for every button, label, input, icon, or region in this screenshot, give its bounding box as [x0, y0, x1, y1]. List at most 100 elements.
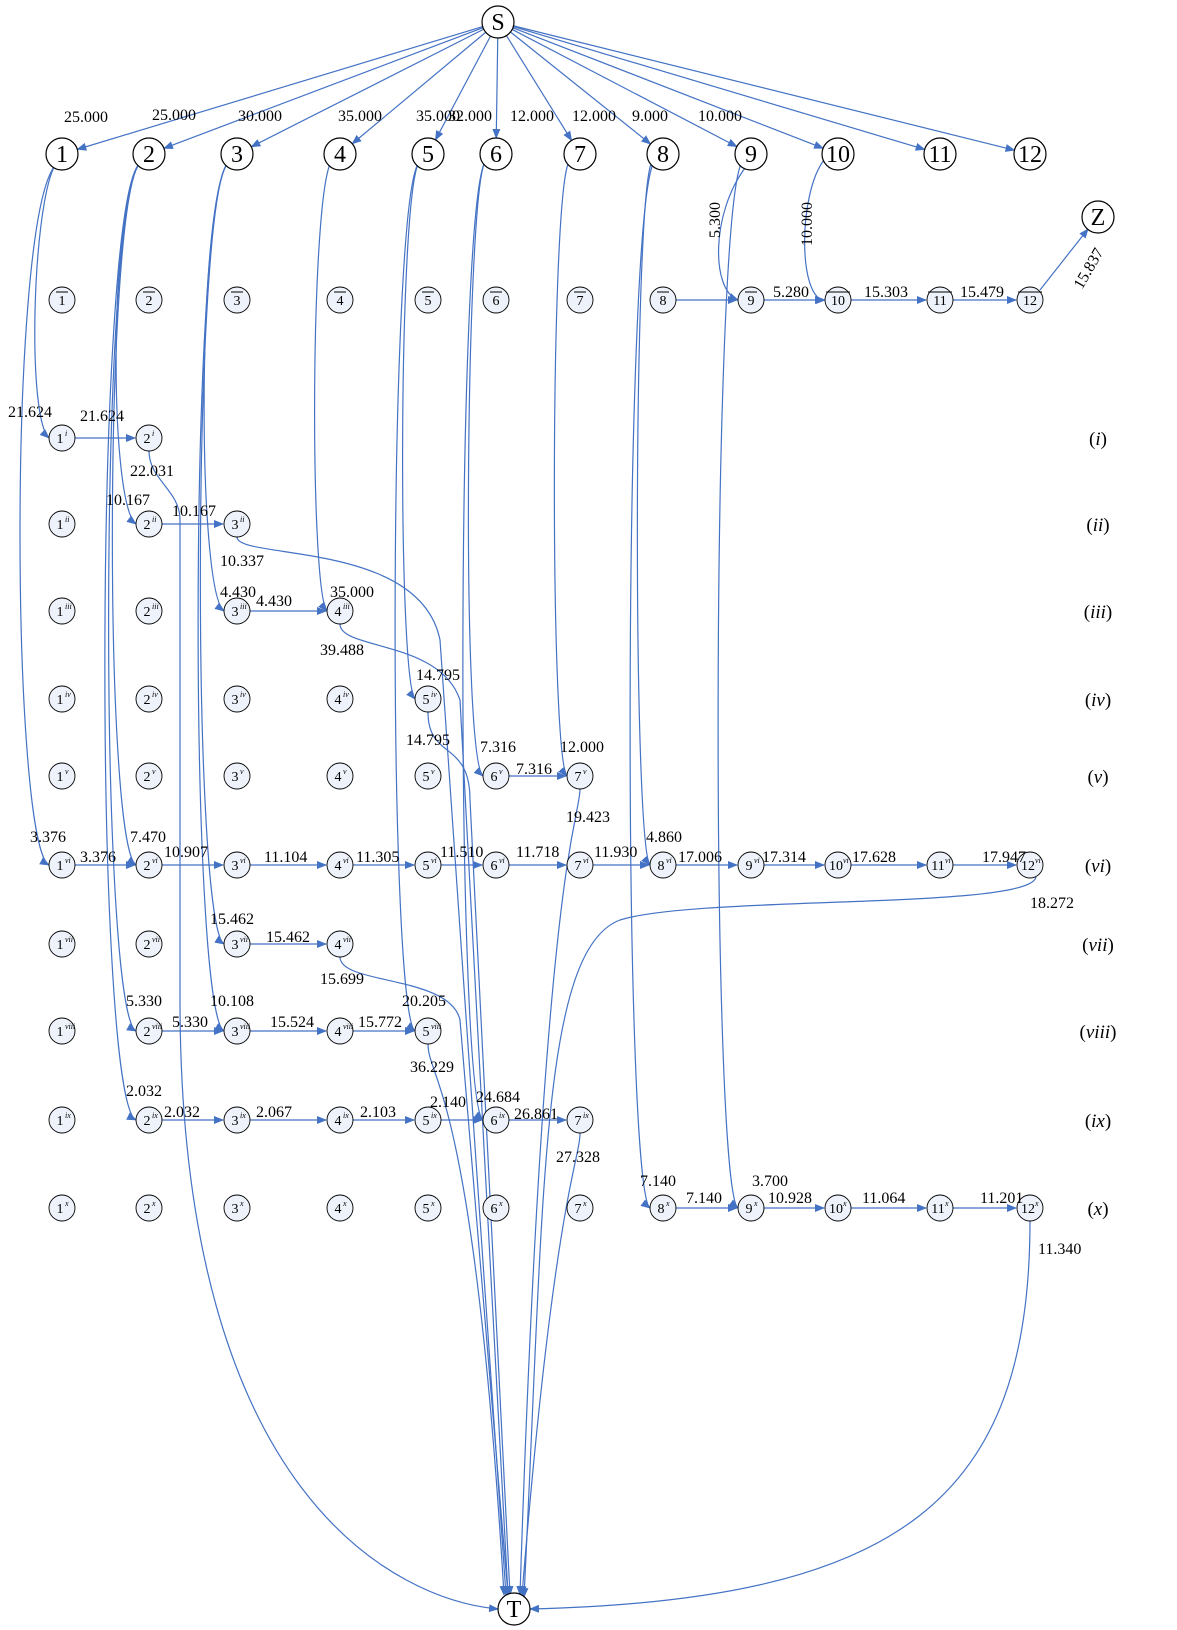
node-4-iii-label: 4 [335, 605, 342, 620]
node-3-ii-label: 3 [232, 518, 239, 533]
node-1-i-sup: i [65, 429, 67, 438]
edge-label-46: 20.205 [402, 993, 446, 1010]
edge-top3-3viii [197, 163, 228, 1032]
node-6-ix-circle [482, 1106, 510, 1134]
node-3-vi-sup: vi [240, 856, 246, 865]
node-9-vi-label: 9 [746, 859, 753, 874]
node-10-vi-sup: vi [843, 856, 849, 865]
node-2-x-label: 2 [144, 1202, 151, 1217]
node-1-vi-sup: vi [65, 856, 71, 865]
node-2-vii-label: 2 [144, 938, 151, 953]
edge-label-39: 15.462 [266, 929, 310, 946]
node-5-viii-circle [414, 1017, 442, 1045]
node-4-x-sup: x [342, 1199, 347, 1208]
node-top-6-label: 6 [490, 142, 502, 168]
node-4-vii-circle [326, 930, 354, 958]
node-6-x-label: 6 [491, 1202, 498, 1217]
node-5-vi-label: 5 [423, 859, 430, 874]
node-4-viii-sup: viii [343, 1022, 353, 1031]
node-4-v-label: 4 [335, 770, 342, 785]
node-1-x-sup: x [64, 1199, 69, 1208]
node-4-iv-label: 4 [335, 693, 342, 708]
node-1-vi-circle [48, 851, 76, 879]
node-7-ix-label: 7 [575, 1114, 582, 1129]
edge-top6-6ix [462, 163, 485, 1121]
node-2-iii-sup: iii [152, 602, 159, 611]
node-7-vi-circle [566, 851, 594, 879]
node-1-iv-label: 1 [57, 693, 64, 708]
node-3-vii-circle [223, 930, 251, 958]
edge-s-to-10 [511, 26, 825, 149]
node-2-iv-label: 2 [144, 693, 151, 708]
edge-label-61: 11.201 [980, 1190, 1023, 1207]
node-1-i-label: 1 [57, 432, 64, 447]
node-2-i-label: 2 [144, 432, 151, 447]
node-1-vii-sup: vii [65, 935, 73, 944]
edge-label-57: 7.140 [686, 1190, 722, 1207]
node-8-x-label: 8 [658, 1202, 665, 1217]
edge-label-43: 10.108 [210, 993, 254, 1010]
node-bar-12-label: 12 [1023, 294, 1037, 309]
node-8-x-circle [649, 1194, 677, 1222]
node-bar-6-label: 6 [493, 294, 500, 309]
node-1-viii-sup: viii [65, 1022, 75, 1031]
edge-bar-12-z [1039, 228, 1089, 291]
node-7-ix-sup: ix [583, 1111, 589, 1120]
edge-s-to-11 [512, 25, 926, 151]
node-top-9-circle [734, 137, 768, 171]
node-1-iv-sup: iv [65, 690, 71, 699]
node-bar-8-circle [649, 286, 677, 314]
node-3-viii-circle [223, 1017, 251, 1045]
edge-2i-t [148, 450, 499, 1613]
node-5-v-circle [414, 762, 442, 790]
edge-label-4: 15.303 [864, 284, 908, 301]
node-5-iv-label: 5 [423, 693, 430, 708]
node-12-vi-label: 12 [1021, 859, 1035, 874]
edge-label-27: 11.104 [264, 849, 307, 866]
node-3-iv-sup: iv [240, 690, 246, 699]
node-4-x-label: 4 [335, 1202, 342, 1217]
node-8-vi-sup: vi [666, 856, 672, 865]
node-3-vii-label: 3 [232, 938, 239, 953]
node-7-vi-label: 7 [575, 859, 582, 874]
node-2-iii-label: 2 [144, 605, 151, 620]
node-12-x-label: 12 [1021, 1202, 1035, 1217]
node-2-vi-sup: vi [152, 856, 158, 865]
node-1-ii-label: 1 [57, 518, 64, 533]
node-top-3-circle [220, 137, 254, 171]
source-edge-label-9: 9.000 [632, 108, 668, 125]
edge-top2-2vi [111, 163, 140, 866]
edge-label-1: 5.300 [707, 202, 724, 238]
node-3-vii-sup: vii [240, 935, 248, 944]
node-5-ix-label: 5 [423, 1114, 430, 1129]
node-1-v-sup: v [65, 767, 69, 776]
edge-top1-1vi [19, 166, 55, 866]
node-3-viii-sup: viii [240, 1022, 250, 1031]
node-2-x-sup: x [151, 1199, 156, 1208]
edge-s-to-5 [434, 34, 492, 141]
node-bar-12-circle [1016, 286, 1044, 314]
row-label-viii: (viii) [1080, 1022, 1117, 1043]
node-top-1-circle [45, 137, 79, 171]
node-bar-11-circle [926, 286, 954, 314]
edge-label-9: 22.031 [130, 463, 174, 480]
edge-top2-2viii [108, 163, 140, 1032]
node-6-x-circle [482, 1194, 510, 1222]
node-1-ix-circle [48, 1106, 76, 1134]
node-8-x-sup: x [665, 1199, 670, 1208]
edge-s-to-4 [351, 31, 487, 145]
row-label-v: (v) [1087, 767, 1108, 788]
node-3-ix-sup: ix [240, 1111, 246, 1120]
edge-label-22: 19.423 [566, 809, 610, 826]
edge-label-14: 4.430 [256, 593, 292, 610]
node-6-vi-label: 6 [491, 859, 498, 874]
edge-label-30: 11.718 [516, 844, 559, 861]
edge-3ii-t [236, 536, 510, 1596]
edge-label-53: 24.684 [476, 1089, 520, 1106]
node-bar-9-label: 9 [748, 294, 755, 309]
row-label-vii: (vii) [1082, 935, 1114, 956]
node-4-vii-label: 4 [335, 938, 342, 953]
edge-label-51: 2.103 [360, 1104, 396, 1121]
